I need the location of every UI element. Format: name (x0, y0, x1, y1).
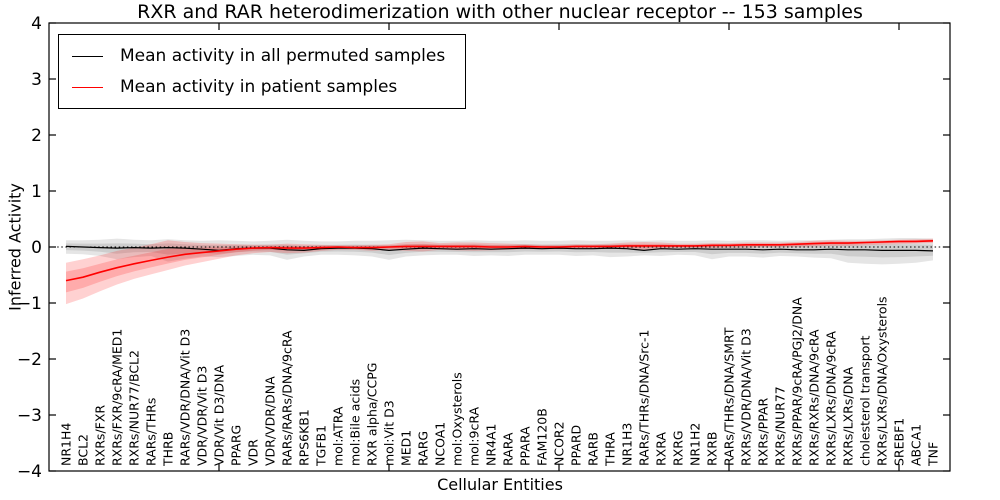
y-tick-label: 0 (31, 238, 42, 258)
x-tick-label: PPARA (517, 426, 532, 466)
legend: Mean activity in all permuted samples Me… (58, 34, 467, 109)
x-tick-label: NCOR2 (551, 421, 566, 466)
x-tick-label: RXRG (670, 430, 685, 466)
x-tick-label: RARs/VDR/DNA/Vit D3 (177, 329, 192, 466)
legend-item-permuted: Mean activity in all permuted samples (72, 42, 445, 70)
x-tick-label: FAM120B (534, 408, 549, 466)
y-tick-label: 1 (31, 182, 42, 202)
y-tick-label: 2 (31, 126, 42, 146)
x-tick-label: BCL2 (75, 434, 90, 466)
patient-band-outer (66, 238, 933, 305)
y-tick-label: 3 (31, 70, 42, 90)
x-tick-label: TGFB1 (313, 425, 328, 467)
x-tick-label: ABCA1 (908, 424, 923, 466)
x-tick-label: RARs/THRs (143, 398, 158, 466)
x-tick-label: RARs/THRs/DNA/Src-1 (636, 330, 651, 466)
x-tick-label: RXR alpha/CCPG (364, 363, 379, 466)
y-tick-label: −2 (17, 350, 42, 370)
x-tick-label: RARA (500, 432, 515, 466)
x-tick-label: SREBF1 (891, 418, 906, 466)
patient-mean-line (65, 240, 934, 282)
x-tick-label: RXRs/VDR/DNA/Vit D3 (738, 328, 753, 466)
x-tick-label: RXRs/NUR77/BCL2 (126, 350, 141, 466)
x-tick-label: TNF (925, 442, 940, 467)
legend-label-permuted: Mean activity in all permuted samples (120, 46, 446, 66)
x-tick-label: MED1 (398, 430, 413, 466)
x-tick-label: PPARD (568, 425, 583, 466)
x-tick-label: RXRs/PPAR/9cRA/PGJ2/DNA (789, 297, 804, 466)
x-tick-label: RARG (415, 431, 430, 466)
x-tick-label: cholesterol transport (857, 335, 872, 466)
x-tick-label: RARs/RARs/DNA/9cRA (279, 330, 294, 466)
chart-title: RXR and RAR heterodimerization with othe… (137, 1, 863, 23)
y-tick-label: −1 (17, 294, 42, 314)
y-tick-label: 4 (31, 14, 42, 34)
x-tick-label: RARB (585, 432, 600, 466)
x-tick-label: VDR/Vit D3/DNA (211, 365, 226, 466)
x-tick-label: RARs/THRs/DNA/SMRT (721, 327, 736, 466)
x-tick-label: RXRA (653, 432, 668, 466)
x-tick-label: RXRs/LXRs/DNA/9cRA (823, 331, 838, 466)
x-tick-label: RXRs/PPAR (755, 398, 770, 466)
x-tick-label: PPARG (228, 425, 243, 466)
x-tick-label: RXRs/RXRs/DNA/9cRA (806, 329, 821, 466)
patient-line-swatch (72, 86, 103, 88)
x-tick-label: NR1H4 (58, 423, 73, 466)
x-tick-label: RPS6KB1 (296, 409, 311, 466)
x-tick-label: THRA (602, 432, 617, 467)
x-tick-label: mol:9cRA (466, 406, 481, 466)
x-tick-label: NR1H2 (687, 423, 702, 466)
x-tick-label: NR4A1 (483, 424, 498, 467)
x-tick-label: RXRB (704, 431, 719, 466)
legend-label-patient: Mean activity in patient samples (120, 77, 398, 97)
x-tick-label: VDR/VDR/DNA (262, 376, 277, 466)
x-tick-label: mol:Vit D3 (381, 400, 396, 466)
y-tick-label: −3 (17, 406, 42, 426)
x-tick-label: VDR/VDR/Vit D3 (194, 366, 209, 466)
x-tick-label: RXRs/NUR77 (772, 386, 787, 466)
x-tick-label: RXRs/LXRs/DNA (840, 366, 855, 466)
x-tick-label: THRB (160, 432, 175, 467)
x-tick-label: mol:Oxysterols (449, 372, 464, 466)
x-tick-label: VDR (245, 439, 260, 466)
x-tick-label: mol:Bile acids (347, 379, 362, 466)
permuted-line-swatch (72, 55, 103, 57)
y-axis-label: Inferred Activity (5, 183, 25, 311)
x-axis-label: Cellular Entities (437, 475, 563, 494)
x-tick-label: RXRs/FXR/9cRA/MED1 (109, 329, 124, 466)
permuted-mean-line (65, 245, 934, 252)
y-tick-label: −4 (17, 462, 42, 482)
x-tick-label: NCOA1 (432, 422, 447, 466)
x-tick-label: NR1H3 (619, 423, 634, 466)
x-tick-label: RXRs/FXR (92, 405, 107, 466)
x-tick-label: RXRs/LXRs/DNA/Oxysterols (874, 296, 889, 466)
x-tick-label: mol:ATRA (330, 406, 345, 466)
legend-item-patient: Mean activity in patient samples (72, 73, 445, 101)
